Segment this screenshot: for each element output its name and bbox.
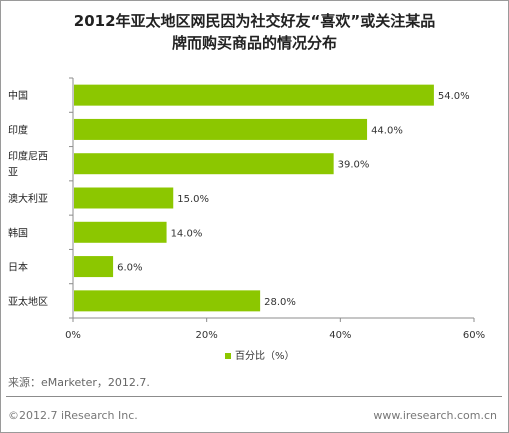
bar-value-label: 44.0% — [371, 125, 403, 136]
x-tick-label: 0% — [65, 330, 81, 341]
chart-title-line-2: 牌而购买商品的情况分布 — [171, 34, 337, 52]
category-label: 日本 — [8, 261, 28, 274]
bar-value-label: 39.0% — [338, 160, 370, 171]
category-label: 韩国 — [8, 226, 28, 239]
category-label: 澳大利亚 — [8, 192, 48, 205]
bar — [74, 118, 368, 140]
x-tick-label: 20% — [196, 330, 218, 341]
copyright-text: ©2012.7 iResearch Inc. — [8, 409, 138, 422]
category-label: 亚 — [8, 168, 18, 179]
website-text: www.iresearch.com.cn — [373, 409, 497, 422]
bar-value-label: 6.0% — [117, 263, 142, 274]
bar-value-label: 14.0% — [171, 228, 203, 239]
chart-title-line-1: 2012年亚太地区网民因为社交好友“喜欢”或关注某品 — [73, 12, 436, 30]
bar-value-label: 15.0% — [177, 194, 209, 205]
x-tick-label: 60% — [463, 330, 485, 341]
bar — [74, 187, 174, 209]
bar — [74, 221, 167, 243]
category-label: 印度 — [8, 123, 28, 136]
bar — [74, 256, 114, 278]
bar — [74, 153, 334, 175]
legend-swatch — [225, 353, 231, 359]
bar — [74, 84, 434, 106]
legend-label: 百分比（%） — [235, 350, 295, 362]
category-label: 中国 — [8, 89, 28, 102]
chart-title: 2012年亚太地区网民因为社交好友“喜欢”或关注某品 牌而购买商品的情况分布 — [0, 10, 509, 54]
bar-value-label: 28.0% — [264, 297, 296, 308]
bar-value-label: 54.0% — [438, 91, 470, 102]
category-label: 亚太地区 — [8, 295, 48, 308]
footer-divider — [6, 396, 502, 397]
x-tick-label: 40% — [329, 330, 351, 341]
category-label: 印度尼西 — [8, 150, 48, 163]
source-note: 来源：eMarketer，2012.7. — [8, 376, 150, 389]
bar — [74, 290, 261, 312]
